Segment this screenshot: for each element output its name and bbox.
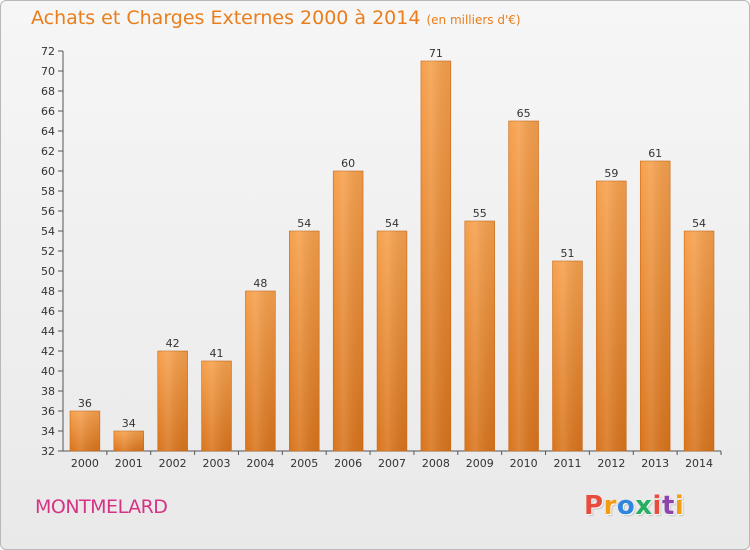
- data-label: 54: [385, 217, 399, 230]
- data-label: 59: [604, 167, 618, 180]
- bar-sheen: [508, 121, 539, 451]
- x-tick-label: 2005: [290, 457, 318, 470]
- bar-sheen: [377, 231, 407, 451]
- y-tick-label: 60: [41, 165, 55, 178]
- bar-sheen: [640, 161, 671, 451]
- data-label: 71: [429, 47, 443, 60]
- x-tick-label: 2013: [641, 457, 669, 470]
- data-label: 54: [692, 217, 706, 230]
- y-tick-label: 48: [41, 285, 55, 298]
- data-label: 51: [560, 247, 574, 260]
- y-tick-label: 54: [41, 225, 55, 238]
- place-name: MONTMELARD: [35, 496, 168, 518]
- x-tick-label: 2000: [71, 457, 99, 470]
- data-label: 41: [210, 347, 224, 360]
- y-tick-label: 46: [41, 305, 55, 318]
- logo-letter: t: [661, 491, 675, 521]
- bar-sheen: [70, 411, 100, 451]
- x-tick-label: 2001: [115, 457, 143, 470]
- bars: [69, 60, 715, 452]
- y-tick-label: 40: [41, 365, 55, 378]
- x-tick-label: 2008: [422, 457, 450, 470]
- y-tick-label: 42: [41, 345, 55, 358]
- y-tick-label: 72: [41, 45, 55, 58]
- data-label: 55: [473, 207, 487, 220]
- y-tick-label: 66: [41, 105, 55, 118]
- logo-letter: P: [584, 491, 604, 521]
- bar-sheen: [420, 61, 451, 451]
- bar-sheen: [464, 221, 495, 451]
- bar-sheen: [289, 231, 320, 451]
- y-tick-label: 56: [41, 205, 55, 218]
- y-tick-label: 70: [41, 65, 55, 78]
- y-tick-label: 52: [41, 245, 55, 258]
- data-label: 61: [648, 147, 662, 160]
- x-tick-label: 2012: [597, 457, 625, 470]
- y-tick-label: 50: [41, 265, 55, 278]
- data-label: 54: [297, 217, 311, 230]
- bar-sheen: [157, 351, 188, 451]
- logo-letter: x: [635, 491, 653, 521]
- chart-subtitle: (en milliers d'€): [426, 13, 521, 27]
- logo-letter: i: [652, 491, 662, 521]
- x-tick-label: 2003: [203, 457, 231, 470]
- x-tick-label: 2014: [685, 457, 713, 470]
- y-axis: 32 34 36 38 40 42 44 46 48 50 52 54 56 58 60 62 64 66 68 70…: [41, 45, 64, 458]
- x-tick-label: 2011: [553, 457, 581, 470]
- x-tick-label: 2009: [466, 457, 494, 470]
- y-tick-label: 64: [41, 125, 55, 138]
- x-tick-label: 2004: [246, 457, 274, 470]
- bar-sheen: [684, 231, 714, 451]
- y-tick-label: 44: [41, 325, 55, 338]
- data-label: 42: [166, 337, 180, 350]
- logo-letter: i: [674, 491, 685, 521]
- x-axis: 2000 2001 2002 2003 2004 2005 2006 2007 2008 2009…: [63, 450, 722, 470]
- logo-letter: o: [616, 491, 636, 521]
- data-label: 34: [122, 417, 136, 430]
- data-label: 60: [341, 157, 355, 170]
- bar-sheen: [552, 261, 583, 451]
- data-label: 65: [517, 107, 531, 120]
- chart-title: Achats et Charges Externes 2000 à 2014 (e…: [31, 7, 521, 29]
- x-tick-label: 2010: [510, 457, 538, 470]
- y-tick-label: 58: [41, 185, 55, 198]
- x-tick-label: 2002: [159, 457, 187, 470]
- bar-sheen: [245, 291, 276, 451]
- chart-title-text: Achats et Charges Externes 2000 à 2014: [31, 7, 421, 29]
- y-tick-label: 62: [41, 145, 55, 158]
- logo-letter: r: [603, 491, 617, 521]
- bar-sheen: [201, 361, 232, 451]
- x-tick-label: 2007: [378, 457, 406, 470]
- data-label: 48: [253, 277, 267, 290]
- y-tick-label: 32: [41, 445, 55, 458]
- y-tick-label: 68: [41, 85, 55, 98]
- y-tick-label: 34: [41, 425, 55, 438]
- y-tick-label: 36: [41, 405, 55, 418]
- bar-sheen: [113, 431, 144, 451]
- proxiti-logo: Proxiti: [584, 491, 684, 521]
- value-labels: 36 34 42 41 48 54 60 54 71 55 65 51 59 61 54: [78, 47, 706, 430]
- data-label: 36: [78, 397, 92, 410]
- bar-sheen: [333, 171, 364, 451]
- bar-sheen: [596, 181, 627, 451]
- y-tick-label: 38: [41, 385, 55, 398]
- x-tick-label: 2006: [334, 457, 362, 470]
